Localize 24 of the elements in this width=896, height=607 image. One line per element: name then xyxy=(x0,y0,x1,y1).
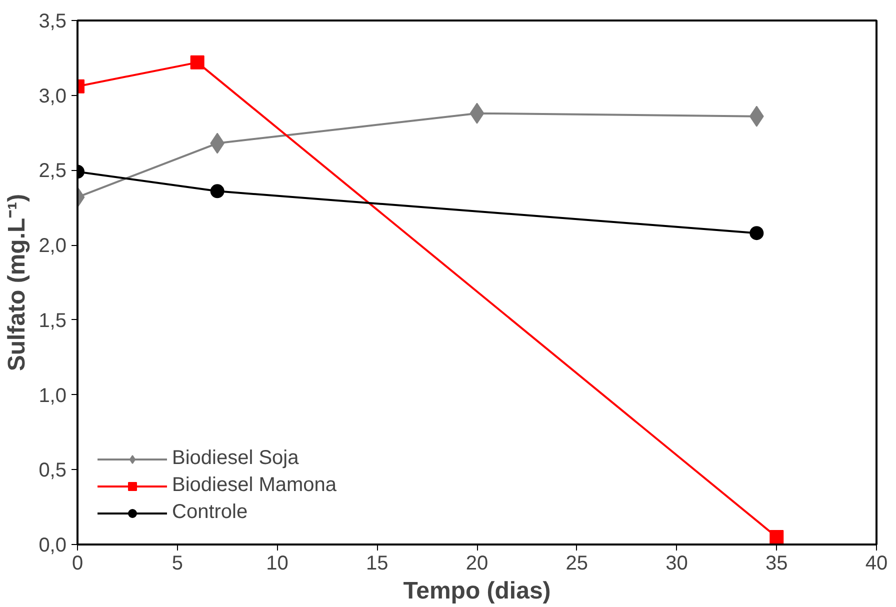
point xyxy=(770,530,784,544)
legend-label: Biodiesel Mamona xyxy=(172,474,337,497)
x-tick-label: 5 xyxy=(172,552,183,574)
y-tick-label: 0,5 xyxy=(38,460,67,482)
y-tick-label: 1,0 xyxy=(38,384,67,407)
y-axis-title: Sulfato (mg.L⁻¹) xyxy=(4,194,31,372)
x-tick-label: 15 xyxy=(366,552,388,574)
x-tick-label: 40 xyxy=(865,552,888,574)
point xyxy=(750,226,764,240)
x-tick-label: 30 xyxy=(666,552,688,574)
x-tick-label: 0 xyxy=(72,552,84,574)
x-axis-title: Tempo (dias) xyxy=(403,578,551,604)
y-tick-label: 3,5 xyxy=(38,10,67,32)
legend-label: Biodiesel Soja xyxy=(172,447,299,470)
x-tick-label: 10 xyxy=(266,552,288,574)
y-tick-label: 1,5 xyxy=(38,310,67,332)
y-tick-label: 2,0 xyxy=(38,235,67,258)
x-tick-label: 20 xyxy=(466,552,488,574)
y-tick-label: 3,0 xyxy=(38,85,67,108)
y-tick-label: 0,0 xyxy=(38,534,67,556)
legend-label: Controle xyxy=(172,501,248,524)
x-tick-label: 25 xyxy=(566,552,588,574)
x-tick-label: 35 xyxy=(766,552,788,574)
y-tick-label: 2,5 xyxy=(38,160,67,182)
